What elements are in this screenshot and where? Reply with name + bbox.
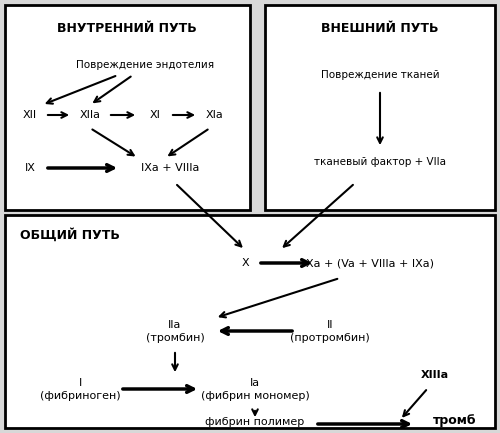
Text: Повреждение эндотелия: Повреждение эндотелия: [76, 60, 214, 70]
Text: II: II: [327, 320, 333, 330]
Text: XI: XI: [150, 110, 160, 120]
Text: ВНУТРЕННИЙ ПУТЬ: ВНУТРЕННИЙ ПУТЬ: [57, 22, 197, 35]
Text: тканевый фактор + VIIa: тканевый фактор + VIIa: [314, 157, 446, 167]
Text: ОБЩИЙ ПУТЬ: ОБЩИЙ ПУТЬ: [20, 228, 120, 242]
FancyBboxPatch shape: [5, 215, 495, 428]
Text: (тромбин): (тромбин): [146, 333, 204, 343]
Text: I: I: [78, 378, 82, 388]
Text: фибрин полимер: фибрин полимер: [206, 417, 304, 427]
Text: Повреждение тканей: Повреждение тканей: [320, 70, 440, 80]
Text: XIIIa: XIIIa: [421, 370, 449, 380]
Text: ВНЕШНИЙ ПУТЬ: ВНЕШНИЙ ПУТЬ: [321, 22, 439, 35]
FancyBboxPatch shape: [5, 5, 250, 210]
Text: XII: XII: [23, 110, 37, 120]
Text: XIa: XIa: [206, 110, 224, 120]
Text: Xa + (Va + VIIIa + IXa): Xa + (Va + VIIIa + IXa): [306, 258, 434, 268]
Text: тромб: тромб: [433, 414, 477, 427]
Text: IIa: IIa: [168, 320, 181, 330]
Text: (фибриноген): (фибриноген): [40, 391, 120, 401]
Text: (протромбин): (протромбин): [290, 333, 370, 343]
Text: IXa + VIIIa: IXa + VIIIa: [141, 163, 199, 173]
Text: IX: IX: [24, 163, 36, 173]
FancyBboxPatch shape: [265, 5, 495, 210]
Text: (фибрин мономер): (фибрин мономер): [200, 391, 310, 401]
Text: Ia: Ia: [250, 378, 260, 388]
Text: XIIa: XIIa: [80, 110, 100, 120]
Text: X: X: [241, 258, 249, 268]
